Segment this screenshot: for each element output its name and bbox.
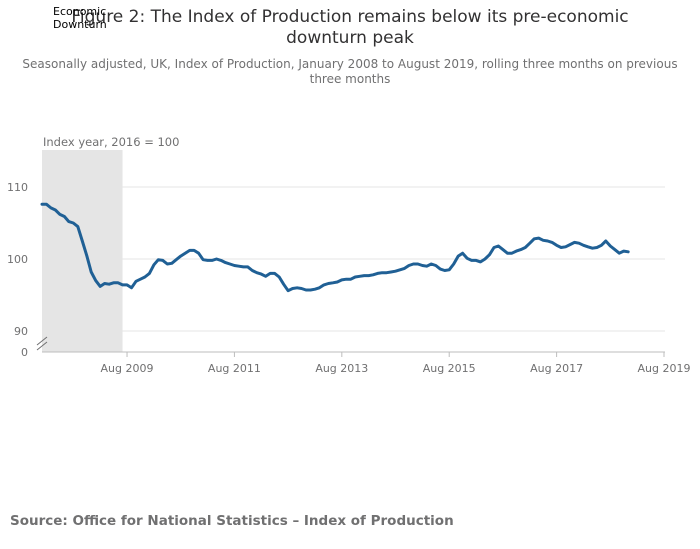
source-note: Source: Office for National Statistics –…: [10, 513, 454, 529]
downturn-annotation-line-2: Downturn: [53, 18, 107, 31]
y-tick-label: 90: [14, 325, 28, 338]
downturn-annotation-line-1: Economic: [53, 5, 107, 18]
y-unit-label: Index year, 2016 = 100: [43, 135, 179, 149]
y-tick-label: 110: [7, 181, 28, 194]
x-tick-label: Aug 2015: [423, 362, 476, 375]
chart-title: Figure 2: The Index of Production remain…: [0, 7, 700, 49]
chart-subtitle: Seasonally adjusted, UK, Index of Produc…: [22, 57, 678, 86]
downturn-annotation: Economic Downturn: [53, 5, 107, 31]
series-line: [40, 202, 630, 293]
x-tick-label: Aug 2013: [315, 362, 368, 375]
axis-break-mark: [36, 336, 48, 346]
axis-break-mark: [36, 341, 48, 351]
chart-title-line-1: Figure 2: The Index of Production remain…: [71, 7, 629, 27]
y-tick-label: 100: [7, 253, 28, 266]
x-tick-label: Aug 2009: [101, 362, 154, 375]
x-tick-label: Aug 2017: [530, 362, 583, 375]
downturn-shaded-region: [42, 150, 123, 352]
x-tick-label: Aug 2011: [208, 362, 261, 375]
x-tick-label: Aug 2019: [638, 362, 691, 375]
y-zero-label: 0: [21, 346, 28, 359]
chart-title-line-2: downturn peak: [286, 28, 414, 48]
